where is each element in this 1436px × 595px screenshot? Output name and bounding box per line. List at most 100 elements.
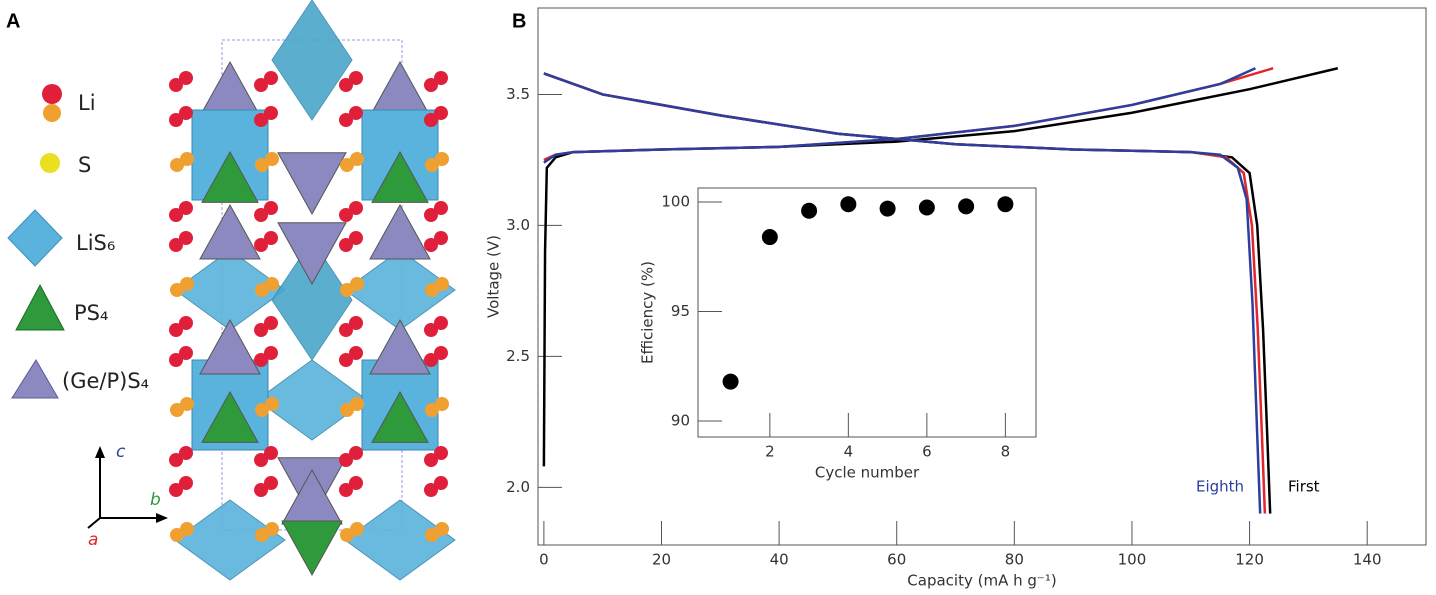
li-atom <box>264 106 278 120</box>
li-icon <box>42 84 62 104</box>
octahedron <box>256 359 368 441</box>
x-tick-label: 140 <box>1353 551 1382 569</box>
tetrahedron <box>201 390 259 443</box>
li-atom <box>339 238 353 252</box>
li-atom <box>179 106 193 120</box>
tetrahedron <box>369 203 431 260</box>
li-atom <box>434 106 448 120</box>
li-atom <box>169 78 183 92</box>
li-atom <box>434 446 448 460</box>
li-atom <box>424 483 438 497</box>
s-atom <box>180 277 194 291</box>
s-atom <box>265 277 279 291</box>
legend-text: Li <box>78 91 96 115</box>
line-series <box>543 72 1262 514</box>
s-atom <box>265 397 279 411</box>
ps4-icon <box>15 283 65 331</box>
li-atom <box>169 453 183 467</box>
point <box>958 198 975 215</box>
li-atom <box>349 476 363 490</box>
point <box>761 229 778 246</box>
x-axis-label: Capacity (mA h g⁻¹) <box>907 572 1056 590</box>
li-atom <box>254 453 268 467</box>
x-tick-label: 8 <box>1001 443 1011 461</box>
li-atom <box>339 453 353 467</box>
tetrahedron <box>199 318 261 375</box>
gep-icon <box>11 359 59 399</box>
legend-text: (Ge/P)S₄ <box>62 369 149 393</box>
li-atom <box>434 231 448 245</box>
point <box>997 196 1014 213</box>
s-atom <box>435 277 449 291</box>
li-atom <box>254 323 268 337</box>
li-atom <box>349 201 363 215</box>
s-atom <box>350 152 364 166</box>
s-atom <box>350 522 364 536</box>
li-atom <box>424 208 438 222</box>
li-atom <box>264 476 278 490</box>
tetrahedron <box>277 152 347 216</box>
inset-bg <box>698 188 1036 437</box>
plot-frame <box>697 187 1037 438</box>
point <box>722 373 739 390</box>
x-tick-label: 6 <box>922 443 932 461</box>
line-series <box>543 67 1256 164</box>
li-atom <box>254 208 268 222</box>
arrow-head <box>95 446 105 458</box>
axis-text: a <box>88 530 98 550</box>
axis-text: b <box>150 490 161 510</box>
tetrahedron <box>281 520 343 577</box>
s-atom <box>180 152 194 166</box>
li-atom <box>179 346 193 360</box>
tetrahedron <box>201 150 259 203</box>
li-atom <box>349 446 363 460</box>
s-atom <box>180 522 194 536</box>
y-tick-label: 100 <box>661 193 690 211</box>
x-tick-label: 120 <box>1235 551 1264 569</box>
li-atom <box>424 323 438 337</box>
annotation: First <box>1288 478 1320 496</box>
y-tick-label: 2.5 <box>506 347 530 365</box>
annotation: Eighth <box>1196 478 1244 496</box>
li-icon <box>43 104 61 122</box>
arrow-head <box>156 513 168 523</box>
s-atom <box>435 397 449 411</box>
y-tick-label: 3.5 <box>506 85 530 103</box>
li-atom <box>179 71 193 85</box>
li-atom <box>424 353 438 367</box>
li-atom <box>169 483 183 497</box>
li-atom <box>169 238 183 252</box>
li-atom <box>264 231 278 245</box>
li-atom <box>349 106 363 120</box>
s-atom <box>265 152 279 166</box>
legend-text: LiS₆ <box>76 231 115 255</box>
li-atom <box>179 316 193 330</box>
li-atom <box>179 201 193 215</box>
axis-text: c <box>116 442 126 462</box>
s-atom <box>180 397 194 411</box>
li-atom <box>254 78 268 92</box>
legend-text: PS₄ <box>74 301 108 325</box>
li-atom <box>179 231 193 245</box>
li-atom <box>434 316 448 330</box>
li-atom <box>434 71 448 85</box>
li-atom <box>424 238 438 252</box>
li-atom <box>339 353 353 367</box>
s-icon <box>40 153 60 173</box>
x-tick-label: 60 <box>887 551 906 569</box>
li-atom <box>339 323 353 337</box>
li-atom <box>339 78 353 92</box>
li-atom <box>434 201 448 215</box>
y-axis-label: Efficiency (%) <box>639 261 657 364</box>
tetrahedron <box>199 203 261 260</box>
structure-legend: Li S LiS₆ PS₄ (Ge/P)S₄ c b a <box>7 84 168 550</box>
octahedron <box>271 0 353 121</box>
s-atom <box>265 522 279 536</box>
y-axis-label: Voltage (V) <box>485 235 503 318</box>
li-atom <box>424 78 438 92</box>
li-atom <box>264 346 278 360</box>
x-tick-label: 4 <box>844 443 854 461</box>
li-atom <box>254 113 268 127</box>
li-atom <box>169 353 183 367</box>
